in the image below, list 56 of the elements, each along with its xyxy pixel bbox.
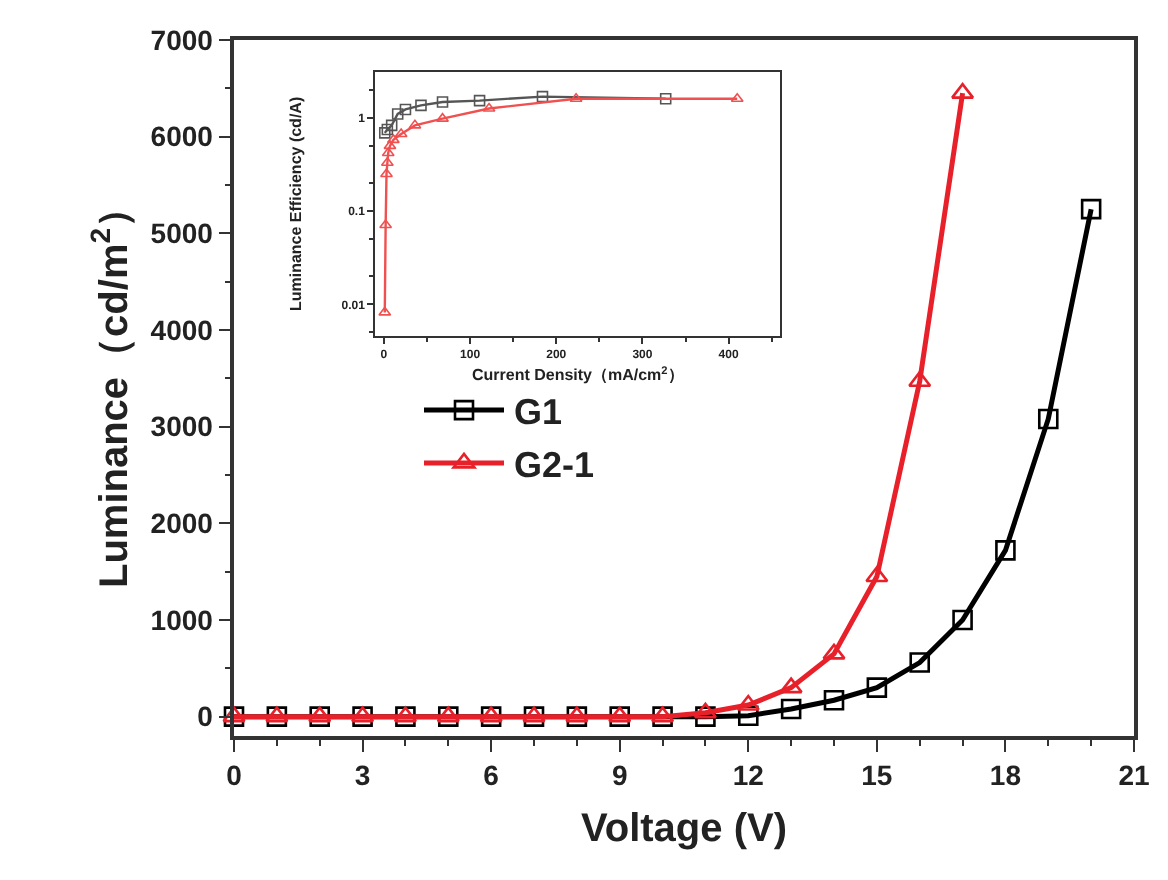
point bbox=[378, 127, 391, 139]
point bbox=[386, 134, 400, 144]
point bbox=[952, 609, 973, 631]
point bbox=[473, 94, 486, 107]
point bbox=[378, 306, 392, 316]
point bbox=[380, 156, 394, 167]
point bbox=[1080, 198, 1102, 220]
point bbox=[730, 93, 744, 103]
legend-label: G1 bbox=[514, 392, 563, 433]
point bbox=[866, 677, 888, 698]
point bbox=[381, 123, 394, 136]
point bbox=[379, 219, 393, 229]
point bbox=[908, 370, 932, 388]
y-tick-label: 4000 bbox=[150, 313, 214, 346]
y-tick-label: 7000 bbox=[150, 23, 214, 56]
point bbox=[385, 119, 398, 132]
point bbox=[415, 99, 427, 112]
x-tick-label: 15 bbox=[861, 759, 893, 792]
x-axis-title: Current Density（mA/cm$^{2}$） bbox=[471, 365, 684, 385]
point bbox=[436, 96, 449, 108]
point bbox=[383, 140, 397, 150]
y-tick-label: 6000 bbox=[150, 120, 214, 153]
x-axis-title: Voltage (V) bbox=[581, 807, 787, 852]
y-tick-label: 0 bbox=[197, 700, 214, 733]
point bbox=[408, 119, 422, 129]
point bbox=[381, 147, 395, 157]
point bbox=[865, 566, 889, 583]
point bbox=[391, 108, 404, 120]
x-tick-label: 6 bbox=[483, 759, 500, 792]
point bbox=[823, 689, 845, 711]
point bbox=[695, 706, 716, 727]
x-tick-label: 12 bbox=[732, 759, 765, 792]
y-tick-label: 5000 bbox=[150, 217, 214, 250]
point bbox=[1037, 408, 1059, 430]
point bbox=[569, 93, 583, 103]
point bbox=[780, 698, 802, 720]
y-tick-label: 3000 bbox=[150, 410, 214, 443]
legend-label: G2-1 bbox=[514, 444, 595, 485]
y-axis-title: Luminance Efficiency (cd/A) bbox=[286, 96, 305, 312]
point bbox=[822, 643, 846, 660]
point bbox=[659, 93, 672, 105]
x-tick-label: 21 bbox=[1118, 759, 1150, 792]
point bbox=[736, 694, 760, 711]
point bbox=[482, 102, 496, 112]
x-tick-label: 18 bbox=[989, 759, 1022, 792]
point bbox=[394, 128, 408, 138]
x-tick-label: 0 bbox=[226, 759, 243, 792]
point bbox=[995, 540, 1016, 561]
x-tick-label: 3 bbox=[354, 759, 371, 792]
point bbox=[536, 90, 549, 103]
y-tick-label: 1000 bbox=[150, 603, 214, 636]
x-tick-label: 9 bbox=[611, 759, 628, 792]
point bbox=[399, 103, 412, 116]
point bbox=[909, 652, 931, 673]
y-tick-label: 2000 bbox=[150, 507, 214, 540]
point bbox=[779, 677, 803, 694]
